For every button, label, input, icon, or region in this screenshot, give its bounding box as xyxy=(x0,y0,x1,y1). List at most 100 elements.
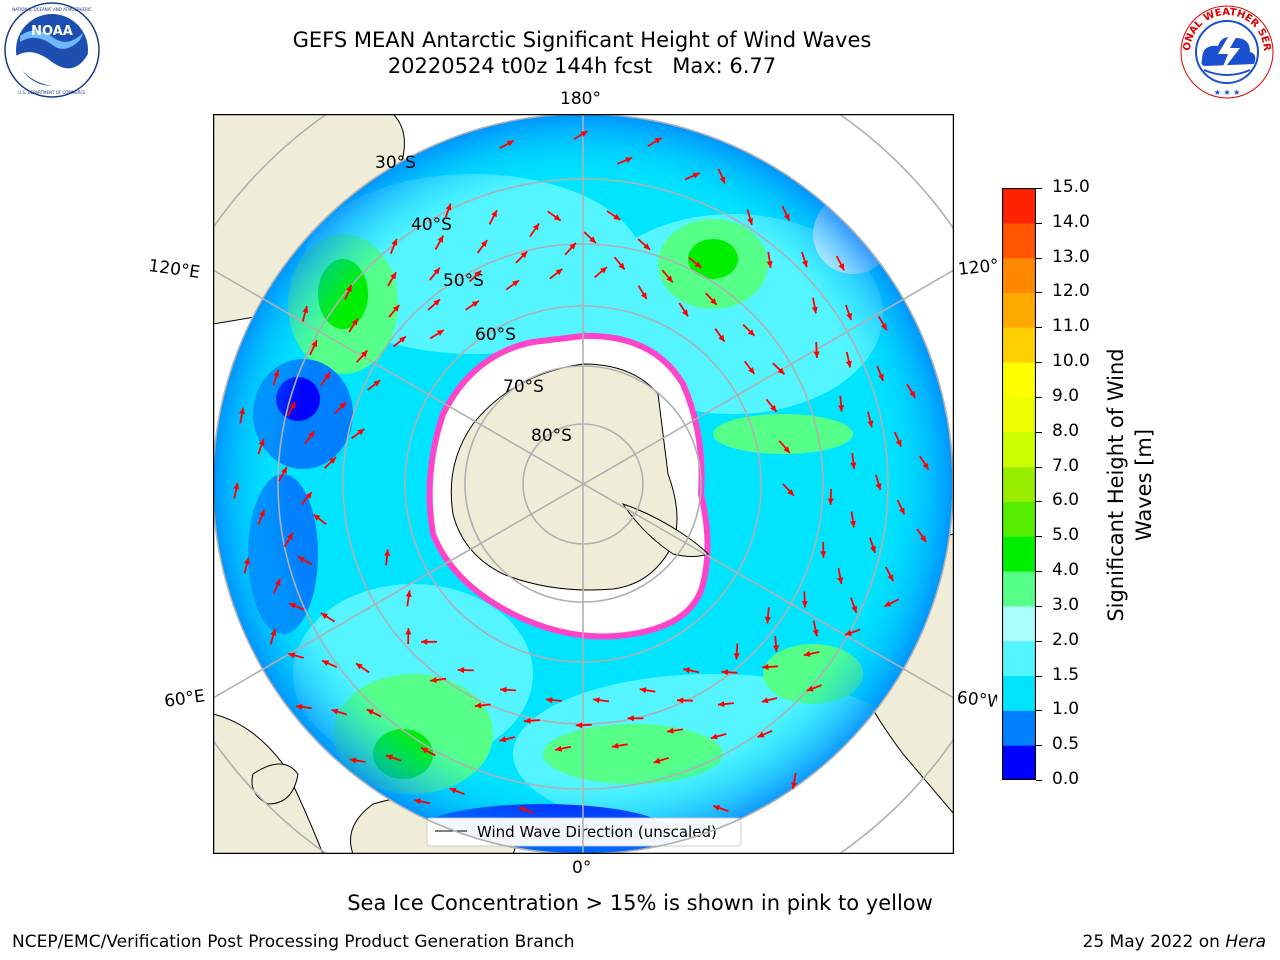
footer-left: NCEP/EMC/Verification Post Processing Pr… xyxy=(12,932,575,952)
colorbar-tick xyxy=(1036,188,1042,189)
wave-direction-arrowhead xyxy=(273,370,280,377)
wave-direction-arrowhead xyxy=(922,462,929,470)
wave-direction-arrowhead xyxy=(710,298,717,305)
colorbar-tick xyxy=(1036,571,1042,573)
wave-direction-arrowhead xyxy=(837,577,844,584)
colorbar-segment xyxy=(1002,431,1036,468)
wave-direction-arrowhead xyxy=(692,172,700,179)
wave-direction-arrowhead xyxy=(308,431,315,438)
colorbar-tick-label: 3.0 xyxy=(1052,594,1080,615)
wave-direction-arrowhead xyxy=(717,701,725,708)
wave-direction-arrowhead xyxy=(373,380,381,387)
wave-direction-arrowhead xyxy=(875,483,882,491)
colorbar-segment xyxy=(1002,640,1036,677)
wave-direction-arrowhead xyxy=(791,782,797,789)
colorbar-segment xyxy=(1002,396,1036,433)
wave-direction-arrowhead xyxy=(580,131,588,137)
lat-label-30s: 30°S xyxy=(375,153,416,173)
wave-direction-arrowhead xyxy=(430,677,437,683)
wave-direction-arrowhead xyxy=(846,313,852,320)
wave-direction-arrowhead xyxy=(757,731,765,738)
wave-direction-arrowhead xyxy=(384,549,391,556)
wave-direction-arrowhead xyxy=(399,336,406,343)
wave-direction-arrowhead xyxy=(553,214,561,221)
colorbar-tick-label: 8.0 xyxy=(1052,420,1080,441)
wave-direction-arrowhead xyxy=(239,407,245,415)
wave-direction-arrowhead xyxy=(654,137,662,144)
wave-direction-arrowhead xyxy=(346,285,352,292)
wave-direction-arrowhead xyxy=(274,578,281,586)
wave-direction-arrowhead xyxy=(298,556,305,563)
colorbar-tick-label: 1.5 xyxy=(1052,664,1080,685)
wave-direction-arrowhead xyxy=(506,140,514,147)
colorbar-tick-label: 15.0 xyxy=(1052,177,1090,197)
colorbar-segment xyxy=(1002,536,1036,572)
colorbar-tick xyxy=(1036,501,1042,503)
wave-direction-arrowhead xyxy=(899,507,905,515)
colorbar-tick-label: 6.0 xyxy=(1052,490,1080,511)
wave-direction-arrowhead xyxy=(405,590,412,598)
wave-direction-arrowhead xyxy=(820,551,827,558)
wave-direction-arrowhead xyxy=(589,236,596,243)
wave-direction-arrowhead xyxy=(770,404,777,412)
wave-direction-arrowhead xyxy=(243,557,250,565)
wave-direction-arrowhead xyxy=(718,334,725,342)
wave-direction-arrowhead xyxy=(747,218,754,225)
wave-direction-arrowhead xyxy=(762,663,769,670)
wave-direction-arrowhead xyxy=(313,514,321,521)
wave-direction-arrowhead xyxy=(270,628,277,636)
wave-direction-arrowhead xyxy=(366,709,374,715)
wave-direction-arrowhead xyxy=(850,462,857,469)
wave-direction-arrowhead xyxy=(286,532,293,540)
colorbar-segment xyxy=(1002,222,1036,259)
colorbar-segment xyxy=(1002,188,1036,224)
noaa-logo: NOAA NATIONAL OCEANIC AND ATMOSPHERIC U.… xyxy=(4,2,100,98)
wave-direction-arrowhead xyxy=(351,318,358,326)
wave-direction-arrowhead xyxy=(436,330,444,336)
wave-direction-arrowhead xyxy=(667,727,674,734)
wave-direction-arrowhead xyxy=(555,745,562,752)
lon-label-180: 180° xyxy=(560,89,601,109)
wave-direction-arrowhead xyxy=(666,275,673,283)
wave-direction-arrowhead xyxy=(386,754,394,761)
map-border xyxy=(213,114,954,854)
colorbar xyxy=(1002,188,1036,780)
wave-direction-arrowhead xyxy=(457,667,465,674)
wave-direction-arrowhead xyxy=(803,650,811,657)
wave-direction-arrowhead xyxy=(812,629,819,637)
wave-direction-arrowhead xyxy=(524,717,531,724)
wave-direction-arrowhead xyxy=(895,439,902,447)
colorbar-segment xyxy=(1002,675,1036,711)
wave-direction-arrowhead xyxy=(331,708,339,715)
wave-direction-arrowhead xyxy=(390,272,397,280)
lat-label-80s: 80°S xyxy=(531,426,572,446)
colorbar-segment xyxy=(1002,501,1036,537)
wave-direction-arrowhead xyxy=(747,329,755,336)
wave-direction-arrowhead xyxy=(481,240,488,247)
wave-direction-arrowhead xyxy=(884,600,892,607)
wave-direction-arrowhead xyxy=(713,805,721,811)
svg-text:U.S. DEPARTMENT OF COMMERCE: U.S. DEPARTMENT OF COMMERCE xyxy=(18,90,86,95)
colorbar-segment xyxy=(1002,571,1036,607)
polar-map: Wind Wave Direction (unscaled) 30°S 40°S… xyxy=(213,114,954,854)
lat-label-60s: 60°S xyxy=(475,325,516,345)
wave-direction-arrowhead xyxy=(880,323,887,331)
wave-direction-arrowhead xyxy=(555,268,563,276)
lat-label-50s: 50°S xyxy=(443,271,484,291)
colorbar-tick xyxy=(1036,710,1042,712)
wave-direction-arrowhead xyxy=(321,613,328,619)
colorbar-tick xyxy=(1036,780,1042,781)
wave-direction-arrowhead xyxy=(281,467,287,475)
colorbar-tick xyxy=(1036,466,1042,468)
wave-direction-arrowhead xyxy=(329,457,337,464)
wave-direction-arrowhead xyxy=(748,367,755,374)
wave-direction-arrowhead xyxy=(295,703,303,710)
lon-label-0: 0° xyxy=(572,858,592,878)
wave-direction-arrowhead xyxy=(491,210,497,218)
colorbar-tick-label: 1.0 xyxy=(1052,699,1080,720)
wave-direction-arrowhead xyxy=(449,787,457,794)
map-legend: Wind Wave Direction (unscaled) xyxy=(426,817,742,847)
wave-direction-arrowhead xyxy=(813,351,820,358)
wave-direction-arrowhead xyxy=(289,603,297,609)
wave-direction-arrowhead xyxy=(445,203,452,211)
